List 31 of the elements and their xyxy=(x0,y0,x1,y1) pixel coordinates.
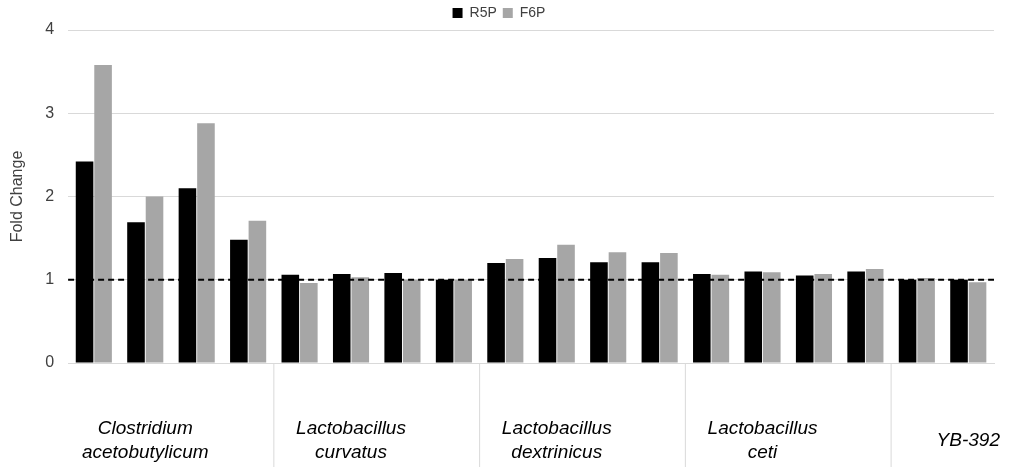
x-tick-label: Lactobacillus curvatus xyxy=(296,417,407,463)
y-tick-label: 3 xyxy=(45,103,55,121)
bar xyxy=(814,273,833,363)
bar xyxy=(145,196,164,363)
bar xyxy=(917,278,935,363)
bar xyxy=(968,282,987,363)
bar xyxy=(351,277,370,363)
bar xyxy=(94,64,112,363)
bar xyxy=(865,268,884,363)
bar xyxy=(711,274,730,363)
y-tick-label: 1 xyxy=(45,270,55,288)
legend-label: F6P xyxy=(519,3,546,20)
bar xyxy=(197,123,215,363)
bar xyxy=(505,258,524,363)
bar xyxy=(248,220,267,363)
x-tick-label: Lactobacillus dextrinicus xyxy=(501,417,613,463)
bar xyxy=(608,252,627,363)
x-tick-label: YB-392 xyxy=(936,429,1001,451)
x-tick-label: Lactobacillus ceti xyxy=(707,417,818,463)
bar xyxy=(660,253,678,363)
bar xyxy=(300,283,318,363)
y-tick-label: 0 xyxy=(45,353,55,371)
bar xyxy=(402,279,421,363)
x-tick-label: Clostridium acetobutylicum xyxy=(81,417,209,463)
bar xyxy=(762,272,781,363)
y-tick-label: 2 xyxy=(45,186,55,204)
legend-label: R5P xyxy=(469,3,497,20)
y-axis-title: Fold Change xyxy=(8,150,26,243)
bar xyxy=(454,279,472,363)
bar xyxy=(557,244,575,363)
y-tick-label: 4 xyxy=(45,20,55,38)
